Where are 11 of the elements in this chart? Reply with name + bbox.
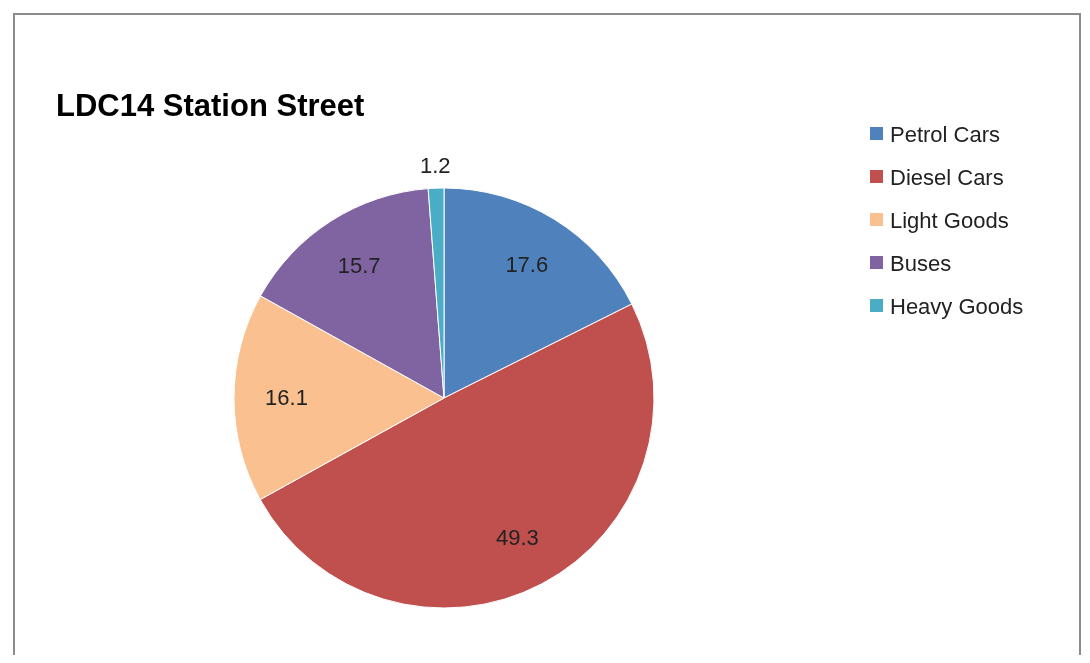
legend-label: Buses <box>890 250 952 276</box>
data-label: 16.1 <box>265 385 308 411</box>
legend-label: Heavy Goods <box>890 293 1024 319</box>
data-label: 49.3 <box>495 524 539 550</box>
data-label: 15.7 <box>337 252 381 278</box>
legend-label: Light Goods <box>890 207 1009 233</box>
legend-label: Petrol Cars <box>890 121 1001 147</box>
data-label: 17.6 <box>505 251 549 277</box>
legend-label: Diesel Cars <box>890 164 1004 190</box>
chart-title: LDC14 Station Street <box>56 88 365 123</box>
data-label: 1.2 <box>419 152 451 178</box>
